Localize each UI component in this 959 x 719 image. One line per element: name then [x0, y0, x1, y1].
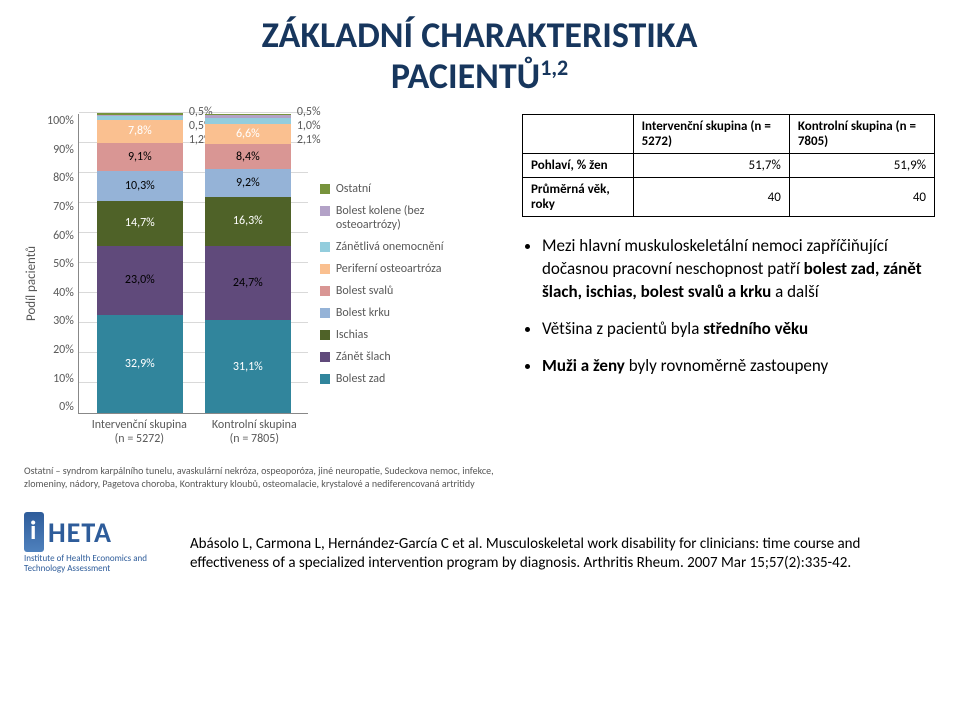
page-title: ZÁKLADNÍ CHARAKTERISTIKA PACIENTŮ1,2	[24, 16, 935, 96]
bullet: Muži a ženy byly rovnoměrně zastoupeny	[542, 355, 935, 378]
table-row: Pohlaví, % žen51,7%51,9%	[523, 154, 935, 178]
segment: 32,9%	[97, 315, 183, 414]
row-val-b: 51,9%	[789, 154, 934, 178]
segment: 7,8%	[97, 120, 183, 143]
legend-item: Bolest zad	[320, 372, 488, 386]
legend-swatch	[320, 242, 330, 252]
offset-label: 2,1%	[297, 133, 321, 147]
info-table: Intervenční skupina (n = 5272) Kontrolní…	[522, 114, 935, 217]
segment: 9,1%	[97, 143, 183, 170]
yaxis-label: Podíl pacientů	[24, 114, 39, 454]
segment	[97, 116, 183, 120]
segment	[205, 118, 291, 124]
legend-item: Bolest krku	[320, 306, 488, 320]
segment: 16,3%	[205, 197, 291, 246]
legend-item: Bolest kolene (bez osteoartrózy)	[320, 204, 488, 232]
segment	[97, 113, 183, 115]
legend-swatch	[320, 374, 330, 384]
th-kontrol: Kontrolní skupina (n = 7805)	[789, 115, 934, 154]
legend-label: Bolest svalů	[336, 284, 393, 298]
citation: Abásolo L, Carmona L, Hernández-García C…	[190, 535, 935, 574]
legend-label: Bolest kolene (bez osteoartrózy)	[336, 204, 488, 232]
legend-label: Bolest zad	[336, 372, 385, 386]
th-interv: Intervenční skupina (n = 5272)	[633, 115, 789, 154]
legend-swatch	[320, 330, 330, 340]
chart-footnote: Ostatní – syndrom karpálního tunelu, ava…	[24, 464, 494, 490]
legend-swatch	[320, 308, 330, 318]
row-val-a: 51,7%	[633, 154, 789, 178]
row-val-a: 40	[633, 178, 789, 217]
segment: 8,4%	[205, 144, 291, 169]
ytick: 100%	[47, 114, 74, 128]
title-sup: 1,2	[540, 54, 568, 81]
segment: 23,0%	[97, 246, 183, 315]
segment: 6,6%	[205, 124, 291, 144]
ytick: 30%	[47, 314, 74, 328]
ytick: 0%	[47, 400, 74, 414]
th-blank	[523, 115, 634, 154]
chart-legend: Ostatní Bolest kolene (bez osteoartrózy) Z…	[320, 114, 488, 454]
logo-subtitle: Institute of Health Economics and Techno…	[24, 554, 174, 574]
offset-label: 0,5%	[297, 105, 321, 119]
bullet-bold: středního věku	[703, 318, 808, 339]
bullet-bold: Muži a ženy	[542, 355, 625, 376]
legend-item: Zánětlivá onemocnění	[320, 240, 488, 254]
legend-label: Zánětlivá onemocnění	[336, 240, 444, 254]
row-label: Pohlaví, % žen	[523, 154, 634, 178]
segment	[97, 115, 183, 117]
ytick: 50%	[47, 257, 74, 271]
ytick: 80%	[47, 171, 74, 185]
legend-item: Periferní osteoartróza	[320, 262, 488, 276]
ytick: 40%	[47, 286, 74, 300]
table-row: Průměrná věk, roky4040	[523, 178, 935, 217]
y-ticks: 0% 10% 20% 30% 40% 50% 60% 70% 80% 90% 100%	[47, 114, 78, 414]
legend-label: Ischias	[336, 328, 368, 342]
legend-label: Bolest krku	[336, 306, 390, 320]
legend-label: Zánět šlach	[336, 350, 391, 364]
chart-plot: 32,9%23,0%14,7%10,3%9,1%7,8%0,5%0,5%1,2%…	[78, 114, 308, 414]
logo-text: HETA	[48, 515, 112, 550]
title-line1: ZÁKLADNÍ CHARAKTERISTIKA	[262, 13, 698, 57]
legend-swatch	[320, 264, 330, 274]
bullet-bold: bolest zad, zánět šlach, ischias, bolest…	[542, 258, 922, 302]
xcat: Kontrolní skupina(n = 7805)	[204, 418, 304, 446]
row-label: Průměrná věk, roky	[523, 178, 634, 217]
xcat: Intervenční skupina(n = 5272)	[89, 418, 189, 446]
plot-with-x: 32,9%23,0%14,7%10,3%9,1%7,8%0,5%0,5%1,2%…	[78, 114, 312, 454]
segment	[205, 114, 291, 116]
legend-item: Ischias	[320, 328, 488, 342]
ytick: 20%	[47, 343, 74, 357]
legend-label: Periferní osteoartróza	[336, 262, 442, 276]
x-categories: Intervenční skupina(n = 5272) Kontrolní s…	[82, 414, 312, 446]
bullets: Mezi hlavní muskuloskeletální nemoci zap…	[522, 235, 935, 378]
legend-item: Zánět šlach	[320, 350, 488, 364]
segment: 14,7%	[97, 201, 183, 245]
ytick: 70%	[47, 200, 74, 214]
logo-icon	[24, 512, 44, 552]
legend-swatch	[320, 184, 330, 194]
segment	[205, 115, 291, 118]
ytick: 60%	[47, 229, 74, 243]
ytick: 10%	[47, 372, 74, 386]
bullet: Většina z pacientů byla středního věku	[542, 318, 935, 341]
legend-label: Ostatní	[336, 182, 371, 196]
offset-label: 1,0%	[297, 119, 321, 133]
legend-item: Bolest svalů	[320, 284, 488, 298]
segment: 10,3%	[97, 171, 183, 202]
legend-item: Ostatní	[320, 182, 488, 196]
bullet: Mezi hlavní muskuloskeletální nemoci zap…	[542, 235, 935, 304]
legend-swatch	[320, 286, 330, 296]
row-val-b: 40	[789, 178, 934, 217]
legend-swatch	[320, 206, 330, 216]
segment: 31,1%	[205, 320, 291, 413]
ytick: 90%	[47, 143, 74, 157]
segment: 9,2%	[205, 169, 291, 197]
title-line2: PACIENTŮ	[391, 54, 540, 98]
legend-swatch	[320, 352, 330, 362]
logo: HETA Institute of Health Economics and T…	[24, 512, 174, 574]
segment: 24,7%	[205, 246, 291, 320]
